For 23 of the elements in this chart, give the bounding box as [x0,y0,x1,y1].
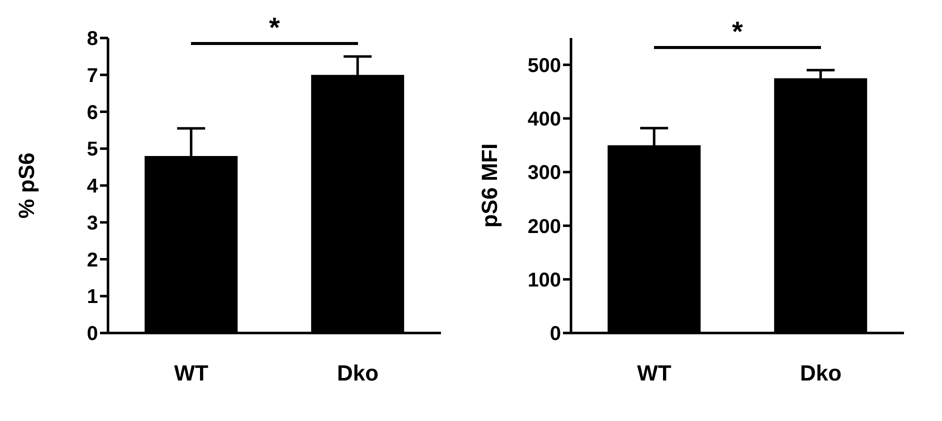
x-tick-label: Dko [336,360,379,386]
x-tick-label: WT [174,360,209,386]
y-tick-label: 8 [86,28,98,50]
y-tick-label: 4 [86,176,99,198]
y-tick-label: 6 [86,102,98,124]
y-tick-label: 100 [528,269,561,292]
y-tick-label: 2 [86,249,98,272]
x-tick-label: Dko [800,360,842,386]
annotation: * [731,16,744,48]
y-tick-label: 500 [528,54,561,77]
y-tick-label: 7 [86,64,98,87]
y-axis-title: % pS6 [14,152,39,219]
y-tick-label: 1 [86,286,98,308]
y-axis-title: pS6 MFI [476,143,502,228]
y-tick-label: 200 [528,216,561,238]
y-tick-label: 400 [528,108,561,131]
y-tick-label: 300 [528,162,561,184]
y-tick-label: 0 [550,323,561,346]
y-tick-label: 0 [86,323,98,346]
x-tick-label: WT [637,360,672,386]
y-tick-label: 3 [86,212,98,234]
y-tick-label: 5 [86,138,98,161]
annotation: * [268,12,281,43]
